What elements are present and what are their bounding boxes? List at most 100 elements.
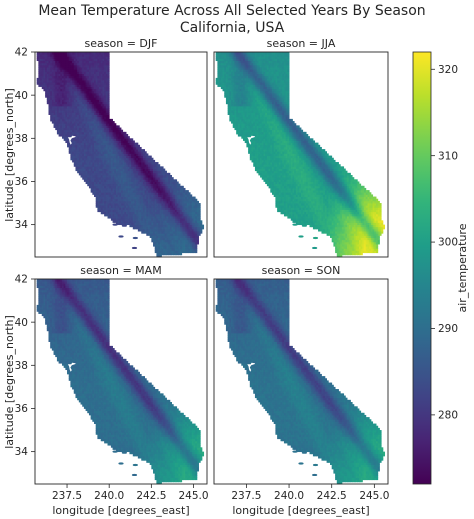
heatmap-cell bbox=[88, 183, 92, 187]
heatmap-cell bbox=[48, 103, 51, 107]
heatmap-cell bbox=[53, 118, 56, 122]
heatmap-cell bbox=[88, 101, 92, 105]
heatmap-cell bbox=[115, 211, 119, 215]
heatmap-cell bbox=[92, 52, 95, 55]
heatmap-cell bbox=[94, 142, 97, 146]
heatmap-cell bbox=[126, 157, 129, 161]
heatmap-cell bbox=[55, 52, 58, 55]
heatmap-cell bbox=[70, 101, 73, 105]
heatmap-cell bbox=[126, 190, 129, 193]
heatmap-cell bbox=[114, 179, 117, 182]
heatmap-cell bbox=[45, 54, 48, 57]
heatmap-cell bbox=[92, 151, 95, 154]
heatmap-cell bbox=[40, 80, 43, 83]
heatmap-cell bbox=[92, 97, 95, 100]
heatmap-cell bbox=[97, 196, 100, 200]
heatmap-cell bbox=[115, 218, 119, 221]
heatmap-cell bbox=[141, 198, 144, 202]
heatmap-cell bbox=[88, 73, 92, 77]
heatmap-cell bbox=[137, 209, 140, 213]
heatmap-cell bbox=[114, 151, 117, 154]
heatmap-cell bbox=[124, 222, 127, 226]
heatmap-cell bbox=[75, 140, 78, 144]
heatmap-cell bbox=[97, 207, 100, 210]
heatmap-cell bbox=[65, 110, 68, 113]
heatmap-cell bbox=[121, 209, 124, 213]
heatmap-cell bbox=[65, 90, 68, 94]
heatmap-cell bbox=[109, 213, 112, 217]
heatmap-cell bbox=[105, 93, 108, 96]
heatmap-cell bbox=[136, 183, 139, 187]
heatmap-cell bbox=[75, 112, 78, 115]
heatmap-cell bbox=[78, 172, 81, 176]
heatmap-cell bbox=[73, 144, 76, 148]
heatmap-cell bbox=[107, 155, 110, 159]
heatmap-cell bbox=[114, 157, 117, 161]
heatmap-cell bbox=[50, 97, 53, 100]
heatmap-cell bbox=[119, 149, 122, 152]
heatmap-cell bbox=[127, 183, 130, 187]
heatmap-cell bbox=[50, 90, 53, 94]
heatmap-cell bbox=[102, 155, 105, 159]
figure-title-line1: Mean Temperature Across All Selected Yea… bbox=[38, 3, 425, 19]
heatmap-cell bbox=[107, 103, 110, 107]
heatmap-cell bbox=[109, 170, 112, 174]
heatmap-cell bbox=[104, 71, 107, 74]
heatmap-cell bbox=[78, 164, 81, 167]
heatmap-cell bbox=[77, 105, 80, 109]
heatmap-cell bbox=[107, 114, 110, 118]
heatmap-cell bbox=[99, 151, 102, 154]
heatmap-cell bbox=[83, 110, 86, 113]
heatmap-cell bbox=[75, 73, 78, 77]
heatmap-cell bbox=[99, 172, 102, 176]
heatmap-cell bbox=[63, 62, 66, 66]
heatmap-cell bbox=[100, 185, 103, 189]
heatmap-cell bbox=[107, 93, 110, 96]
heatmap-cell bbox=[95, 129, 98, 133]
heatmap-cell bbox=[114, 213, 117, 217]
heatmap-cell bbox=[38, 69, 41, 72]
heatmap-cell bbox=[117, 220, 120, 223]
heatmap-cell bbox=[100, 194, 103, 197]
heatmap-cell bbox=[136, 216, 139, 219]
heatmap-cell bbox=[83, 159, 86, 163]
heatmap-cell bbox=[73, 101, 76, 105]
heatmap-cell bbox=[110, 157, 113, 161]
heatmap-cell bbox=[75, 90, 78, 94]
heatmap-cell bbox=[127, 220, 130, 223]
heatmap-cell bbox=[114, 190, 117, 193]
heatmap-cell bbox=[121, 134, 124, 137]
heatmap-cell bbox=[92, 95, 95, 98]
heatmap-cell bbox=[50, 60, 53, 64]
heatmap-cell bbox=[53, 80, 56, 83]
heatmap-cell bbox=[134, 151, 137, 154]
heatmap-cell bbox=[77, 155, 80, 159]
heatmap-cell bbox=[87, 105, 90, 109]
heatmap-cell bbox=[107, 88, 110, 92]
heatmap-cell bbox=[132, 192, 135, 195]
heatmap-cell bbox=[129, 155, 132, 159]
heatmap-cell bbox=[97, 127, 100, 131]
heatmap-cell bbox=[61, 118, 65, 122]
island-cell bbox=[131, 246, 138, 250]
heatmap-cell bbox=[82, 164, 85, 167]
heatmap-cell bbox=[70, 56, 73, 59]
heatmap-cell bbox=[90, 52, 93, 55]
heatmap-cell bbox=[129, 224, 132, 228]
heatmap-cell bbox=[43, 86, 46, 90]
heatmap-cell bbox=[105, 112, 108, 115]
heatmap-cell bbox=[85, 127, 88, 131]
heatmap-cell bbox=[105, 175, 108, 178]
heatmap-cell bbox=[132, 196, 135, 200]
heatmap-cell bbox=[99, 138, 102, 141]
heatmap-cell bbox=[51, 99, 54, 103]
heatmap-cell bbox=[124, 170, 127, 174]
heatmap-cell bbox=[134, 207, 137, 210]
heatmap-cell bbox=[63, 69, 66, 72]
heatmap-cell bbox=[114, 187, 117, 191]
island-cell bbox=[132, 236, 138, 240]
heatmap-cell bbox=[56, 58, 60, 62]
heatmap-cell bbox=[114, 218, 117, 221]
heatmap-cell bbox=[110, 166, 113, 169]
heatmap-cell bbox=[95, 110, 98, 113]
